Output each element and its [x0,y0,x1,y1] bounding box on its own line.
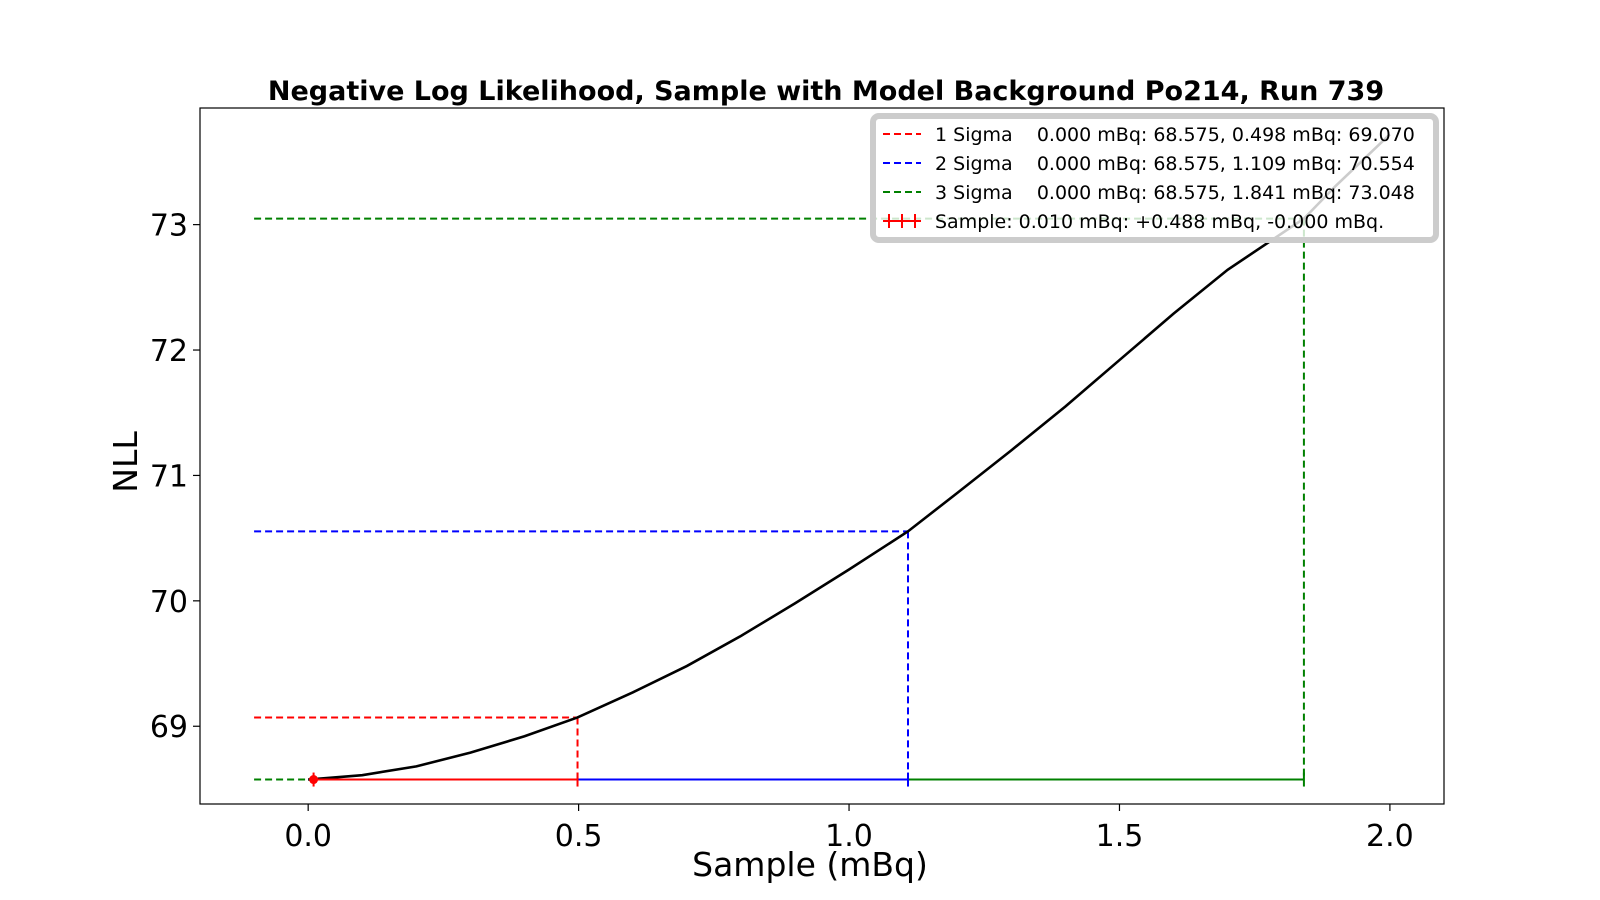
y-tick-label: 69 [150,710,188,745]
x-tick-label: 2.0 [1366,819,1414,854]
legend-entry-label: 2 Sigma 0.000 mBq: 68.575, 1.109 mBq: 70… [935,153,1415,175]
x-tick-label: 0.5 [555,819,603,854]
sample-point-marker [309,775,318,784]
legend-entry-label: 3 Sigma 0.000 mBq: 68.575, 1.841 mBq: 73… [935,182,1415,204]
x-axis-label: Sample (mBq) [692,845,928,884]
legend-entry-label: 1 Sigma 0.000 mBq: 68.575, 0.498 mBq: 69… [935,124,1415,146]
chart-title: Negative Log Likelihood, Sample with Mod… [268,76,1384,107]
x-tick-label: 1.5 [1096,819,1144,854]
y-tick-label: 73 [150,209,188,244]
x-tick-label: 0.0 [284,819,332,854]
y-tick-label: 70 [150,585,188,620]
y-axis-label: NLL [106,431,145,493]
y-tick-label: 72 [150,334,188,369]
legend-entry-label: Sample: 0.010 mBq: +0.488 mBq, -0.000 mB… [935,211,1384,233]
legend: 1 Sigma 0.000 mBq: 68.575, 0.498 mBq: 69… [873,116,1436,240]
axis-ticks: 0.00.51.01.52.06970717273 [150,209,1414,854]
y-tick-label: 71 [150,459,188,494]
